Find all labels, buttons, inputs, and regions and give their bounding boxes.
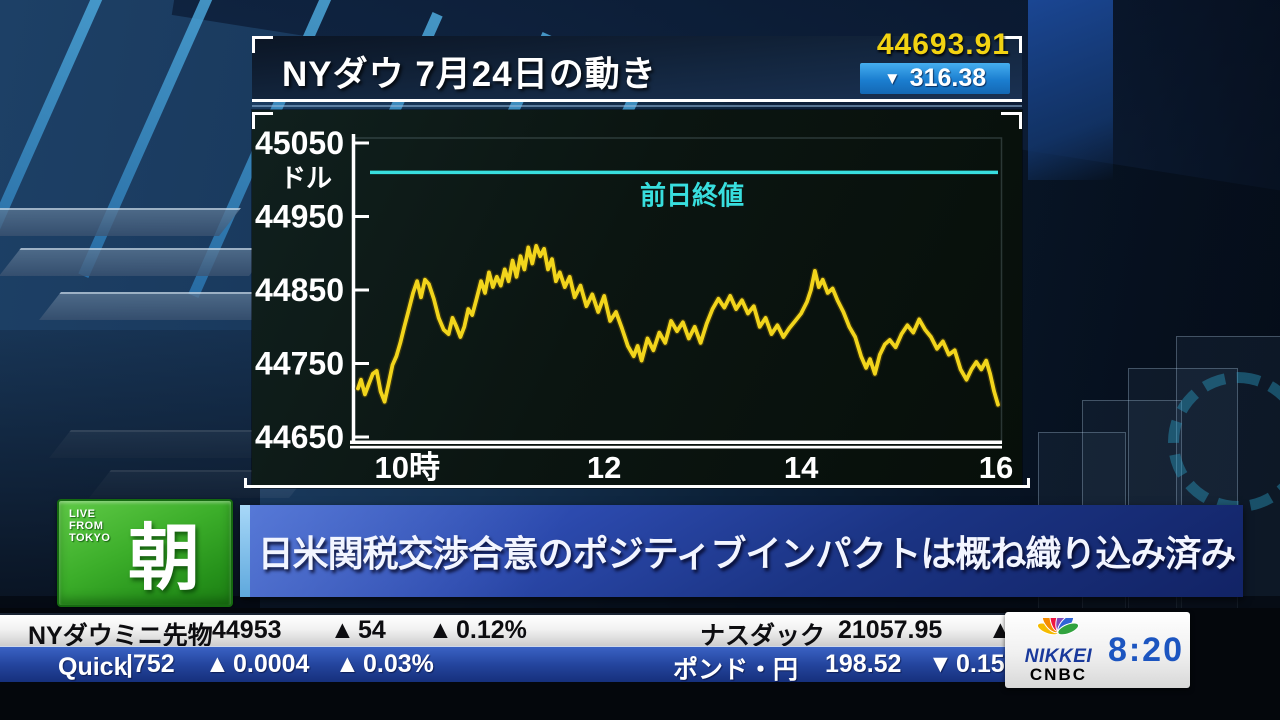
cnbc-wordmark: CNBC: [1029, 664, 1088, 684]
ticker-change-pct: 0.12%: [456, 616, 527, 644]
ticker-change: 0.15: [956, 650, 1005, 678]
ticker-row-indices: NYダウミニ先物 44953 ▲ 54 ▲ 0.12% ナスダック 21057.…: [0, 613, 1005, 646]
x-tick-label: 12: [587, 450, 621, 485]
chart-title: NYダウ 7月24日の動き: [282, 55, 657, 94]
frame-corner-icon: [244, 478, 247, 488]
ticker-instrument-name: ナスダック: [700, 622, 826, 646]
up-triangle-icon: ▲: [205, 650, 230, 678]
dow-intraday-line-chart: 45050 44950 44850 44750 44650 ドル 10時 12 14 16 前日終値: [255, 125, 1013, 485]
frame-corner-icon: [1027, 478, 1030, 488]
frame-line: [252, 105, 1022, 107]
ticker-change: 54: [358, 616, 386, 644]
nbc-peacock-icon: [1037, 617, 1080, 635]
live-from-tokyo-label: LIVE FROM TOKYO: [69, 508, 111, 544]
prev-close-label: 前日終値: [640, 180, 744, 210]
ticker-change: 0.0004: [233, 650, 310, 678]
up-triangle-icon: ▲: [428, 616, 453, 644]
up-triangle-icon: ▲: [330, 616, 355, 644]
dow-change-badge: ▼ 316.38: [860, 63, 1010, 94]
chart-title-panel: NYダウ 7月24日の動き 44693.91 ▼ 316.38: [252, 28, 1022, 107]
ticker-instrument-name: NYダウミニ先物: [28, 622, 213, 646]
frame-corner-icon: [252, 36, 273, 53]
frame-line: [252, 99, 1022, 102]
ticker-value: 44953: [212, 616, 282, 644]
background-chevron: [0, 248, 271, 276]
y-tick-label: 45050: [255, 125, 344, 161]
background-highlight: [1028, 0, 1113, 180]
banner-left-strip: [240, 505, 250, 597]
headline-text: 日米関税交渉合意のポジティブインパクトは概ね織り込み済み: [257, 533, 1237, 574]
dow-last-price: 44693.91: [876, 28, 1010, 61]
x-tick-label: 14: [784, 450, 819, 485]
ticker-value: 198.52: [825, 650, 902, 678]
down-triangle-icon: ▼: [883, 68, 901, 88]
dow-change-value: 316.38: [909, 64, 987, 92]
clock-time: 8:20: [1107, 630, 1184, 669]
down-triangle-icon: ▼: [928, 650, 953, 678]
price-line: [356, 243, 1000, 407]
frame-corner-icon: [1001, 36, 1022, 53]
banner-sheen: [250, 505, 670, 597]
ticker-row-fx: Quick |752 ▲ 0.0004 ▲ 0.03% ポンド・円 198.52…: [0, 646, 1005, 682]
y-tick-label: 44750: [255, 346, 344, 382]
y-tick-label: 44650: [255, 419, 344, 455]
intraday-chart-panel: 45050 44950 44850 44750 44650 ドル 10時 12 14 16 前日終値: [244, 110, 1030, 488]
quick-logo: Quick: [58, 653, 128, 681]
y-axis-unit-label: ドル: [280, 163, 332, 193]
x-axis-line-groove: [350, 444, 1002, 446]
headline-banner: 日米関税交渉合意のポジティブインパクトは概ね織り込み済み: [240, 505, 1243, 597]
frame-line: [244, 485, 1030, 488]
x-tick-label: 10時: [374, 450, 439, 485]
up-triangle-icon: ▲: [335, 650, 360, 678]
live-from-tokyo-badge: LIVE FROM TOKYO 朝: [57, 499, 233, 607]
frame-corner-icon: [1001, 112, 1022, 129]
frame-corner-icon: [252, 112, 273, 129]
station-logo-clock: NIKKEI CNBC 8:20: [1005, 612, 1190, 688]
y-tick-label: 44950: [255, 199, 344, 235]
ticker-value: 21057.95: [838, 616, 943, 644]
x-tick-label: 16: [979, 450, 1013, 485]
ticker-instrument-name: ポンド・円: [673, 656, 799, 682]
y-tick-label: 44850: [255, 272, 344, 308]
nikkei-wordmark: NIKKEI: [1024, 645, 1093, 667]
up-triangle-icon: ▲: [988, 616, 1005, 645]
program-kanji-morning: 朝: [127, 518, 200, 599]
ticker-value: |752: [126, 650, 175, 678]
market-ticker: NYダウミニ先物 44953 ▲ 54 ▲ 0.12% ナスダック 21057.…: [0, 608, 1280, 720]
nikkei-cnbc-logo: NIKKEI CNBC: [1005, 617, 1108, 684]
background-chevron: [0, 208, 241, 236]
ticker-change-pct: 0.03%: [363, 650, 434, 678]
